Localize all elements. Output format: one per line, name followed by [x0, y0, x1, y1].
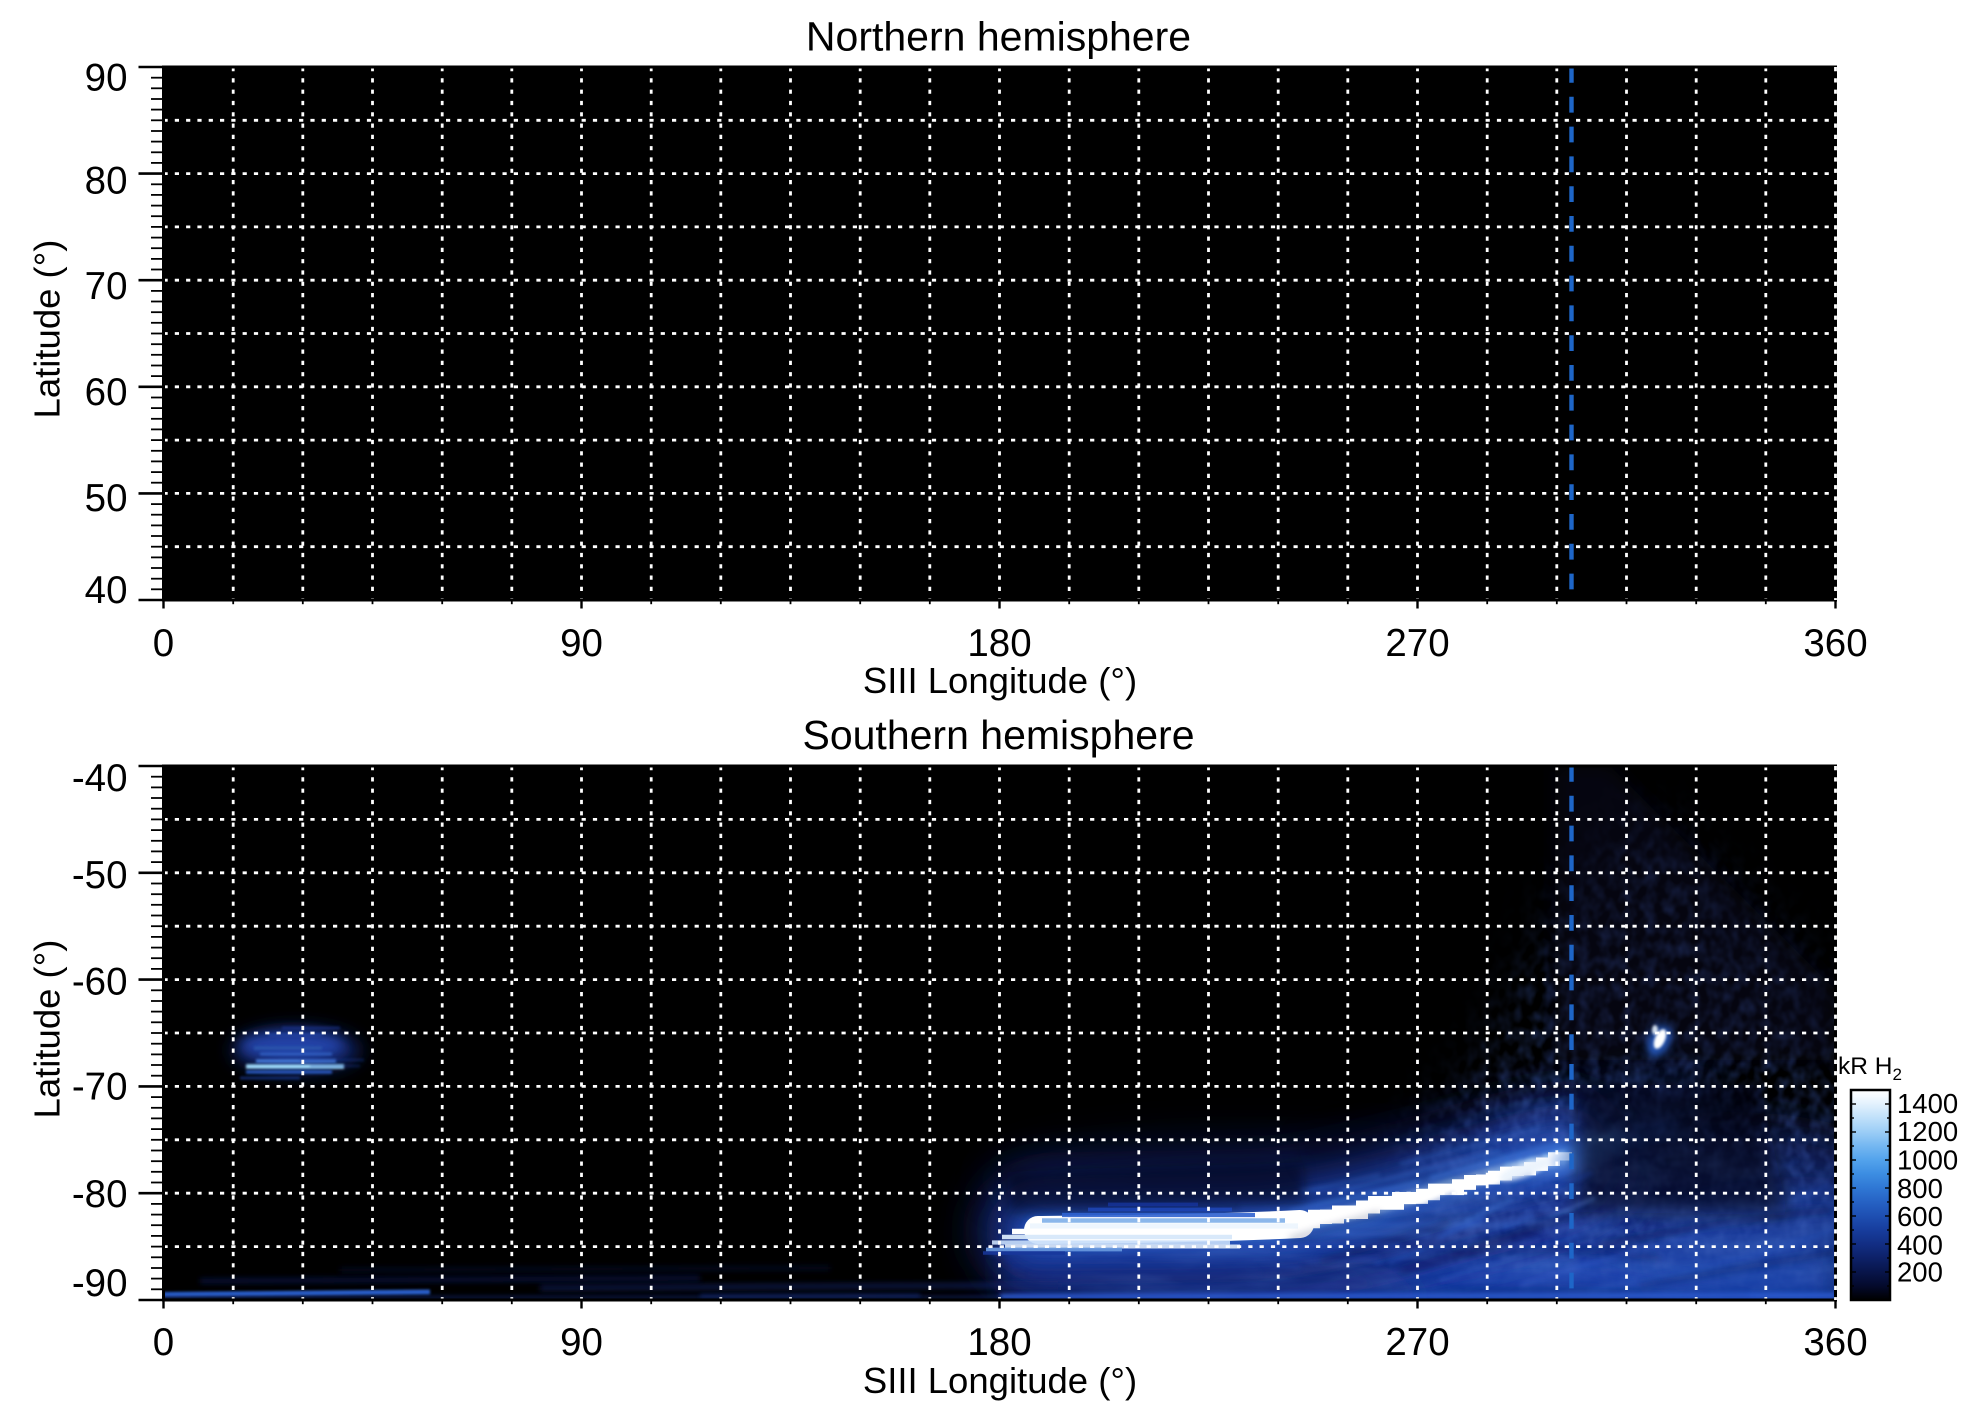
svg-text:Latitude (°): Latitude (°) — [27, 940, 68, 1119]
svg-text:SIII Longitude (°): SIII Longitude (°) — [863, 660, 1137, 701]
svg-text:90: 90 — [560, 622, 603, 665]
svg-text:60: 60 — [85, 371, 128, 414]
svg-text:SIII Longitude (°): SIII Longitude (°) — [863, 1360, 1137, 1401]
svg-text:200: 200 — [1897, 1257, 1943, 1288]
svg-text:0: 0 — [153, 622, 174, 665]
svg-text:Latitude (°): Latitude (°) — [27, 240, 68, 419]
svg-text:270: 270 — [1385, 622, 1449, 665]
svg-text:80: 80 — [85, 160, 128, 203]
svg-text:-70: -70 — [72, 1066, 128, 1109]
svg-text:-40: -40 — [72, 757, 128, 800]
svg-text:1200: 1200 — [1897, 1116, 1958, 1147]
svg-text:400: 400 — [1897, 1230, 1943, 1261]
svg-text:360: 360 — [1803, 1321, 1867, 1364]
svg-text:50: 50 — [85, 477, 128, 520]
svg-text:40: 40 — [85, 569, 128, 612]
svg-text:90: 90 — [560, 1321, 603, 1364]
svg-text:kR H2: kR H2 — [1838, 1053, 1902, 1084]
svg-text:180: 180 — [967, 1321, 1031, 1364]
svg-text:-50: -50 — [72, 854, 128, 897]
svg-text:-80: -80 — [72, 1173, 128, 1216]
svg-text:1000: 1000 — [1897, 1145, 1958, 1176]
svg-text:-90: -90 — [72, 1262, 128, 1305]
svg-text:800: 800 — [1897, 1173, 1943, 1204]
svg-text:70: 70 — [85, 265, 128, 308]
svg-text:600: 600 — [1897, 1201, 1943, 1232]
svg-text:180: 180 — [967, 622, 1031, 665]
svg-text:Northern hemisphere: Northern hemisphere — [806, 13, 1191, 59]
svg-text:270: 270 — [1385, 1321, 1449, 1364]
svg-text:360: 360 — [1803, 622, 1867, 665]
svg-text:90: 90 — [85, 57, 128, 100]
svg-text:Southern hemisphere: Southern hemisphere — [802, 712, 1194, 758]
svg-text:1400: 1400 — [1897, 1088, 1958, 1119]
svg-text:-60: -60 — [72, 961, 128, 1004]
svg-text:0: 0 — [153, 1321, 174, 1364]
